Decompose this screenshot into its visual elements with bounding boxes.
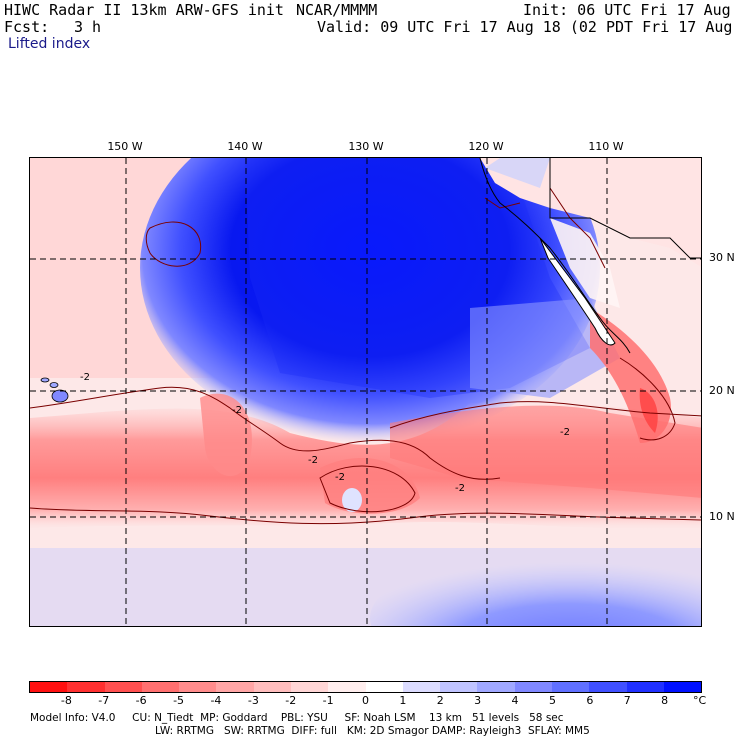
lat-label-10n: 10 N [709, 510, 735, 523]
colorbar-swatch [104, 682, 142, 692]
colorbar-swatch [663, 682, 702, 692]
colorbar-tick-label: -3 [247, 694, 259, 707]
contour-label: -2 [232, 405, 242, 416]
colorbar-tick-label: 1 [399, 694, 407, 707]
colorbar-tick-label: 4 [511, 694, 519, 707]
colorbar-unit: °C [693, 694, 707, 707]
map-canvas: -2 -2 -2 -2 -2 -2 [30, 158, 701, 626]
stable-region-south [370, 548, 701, 626]
colorbar-tick-label: -2 [285, 694, 297, 707]
colorbar-tick-label: 8 [661, 694, 669, 707]
colorbar-tick-label: -5 [173, 694, 185, 707]
colorbar-tick-label: 2 [436, 694, 444, 707]
colorbar-tick-label: -7 [98, 694, 110, 707]
colorbar-tick-label: -6 [135, 694, 147, 707]
graticule [30, 158, 701, 626]
colorbar-tick-label: 7 [623, 694, 631, 707]
model-title: HIWC Radar II 13km ARW-GFS init [4, 1, 284, 19]
colorbar [29, 681, 702, 693]
lon-label-110w: 110 W [588, 140, 624, 153]
colorbar-swatch [440, 682, 478, 692]
colorbar-swatch [365, 682, 403, 692]
colorbar-tick-label: -4 [210, 694, 222, 707]
colorbar-tick-label: 6 [586, 694, 594, 707]
colorbar-swatch [514, 682, 552, 692]
colorbar-swatch [477, 682, 515, 692]
coastline [479, 158, 631, 354]
contour-label: -2 [455, 483, 465, 494]
contour-lines [30, 187, 701, 525]
valid-time: Valid: 09 UTC Fri 17 Aug 18 (02 PDT Fri … [317, 18, 740, 36]
colorbar-swatch [141, 682, 180, 692]
colorbar-swatch [328, 682, 366, 692]
contour-label: -2 [308, 455, 318, 466]
colorbar-swatch [30, 682, 68, 692]
colorbar-tick-label: 5 [548, 694, 556, 707]
lon-label-120w: 120 W [468, 140, 504, 153]
colorbar-swatch [253, 682, 291, 692]
model-info-line2: LW: RRTMG SW: RRTMG DIFF: full KM: 2D Sm… [155, 725, 590, 737]
lat-label-20n: 20 N [709, 384, 735, 397]
lon-label-140w: 140 W [227, 140, 263, 153]
organization-label: NCAR/MMMM [296, 1, 378, 19]
hawaii-islands [40, 377, 69, 403]
colorbar-tick-label: 0 [362, 694, 369, 707]
colorbar-swatch [402, 682, 441, 692]
forecast-label: Fcst: [4, 18, 50, 36]
model-info-line1: Model Info: V4.0 CU: N_Tiedt MP: Goddard… [30, 712, 564, 724]
contour-label: -2 [335, 472, 345, 483]
colorbar-tick-label: -8 [60, 694, 72, 707]
init-time: Init: 06 UTC Fri 17 Aug 18 [523, 1, 740, 19]
colorbar-tick-label: -1 [322, 694, 334, 707]
field-name: Lifted index [8, 36, 91, 52]
contour-label: -2 [80, 372, 90, 383]
lifted-index-map: -2 -2 -2 -2 -2 -2 [29, 157, 702, 627]
forecast-hour: 3 h [74, 18, 102, 36]
colorbar-swatch [67, 682, 105, 692]
contour-label: -2 [560, 427, 570, 438]
lat-label-30n: 30 N [709, 251, 735, 264]
colorbar-tick-label: 3 [474, 694, 482, 707]
colorbar-swatch [589, 682, 627, 692]
colorbar-swatch [551, 682, 590, 692]
lon-label-150w: 150 W [107, 140, 143, 153]
colorbar-swatch [216, 682, 254, 692]
colorbar-swatch [290, 682, 329, 692]
colorbar-swatch [626, 682, 664, 692]
colorbar-swatch [179, 682, 217, 692]
lon-label-130w: 130 W [348, 140, 384, 153]
